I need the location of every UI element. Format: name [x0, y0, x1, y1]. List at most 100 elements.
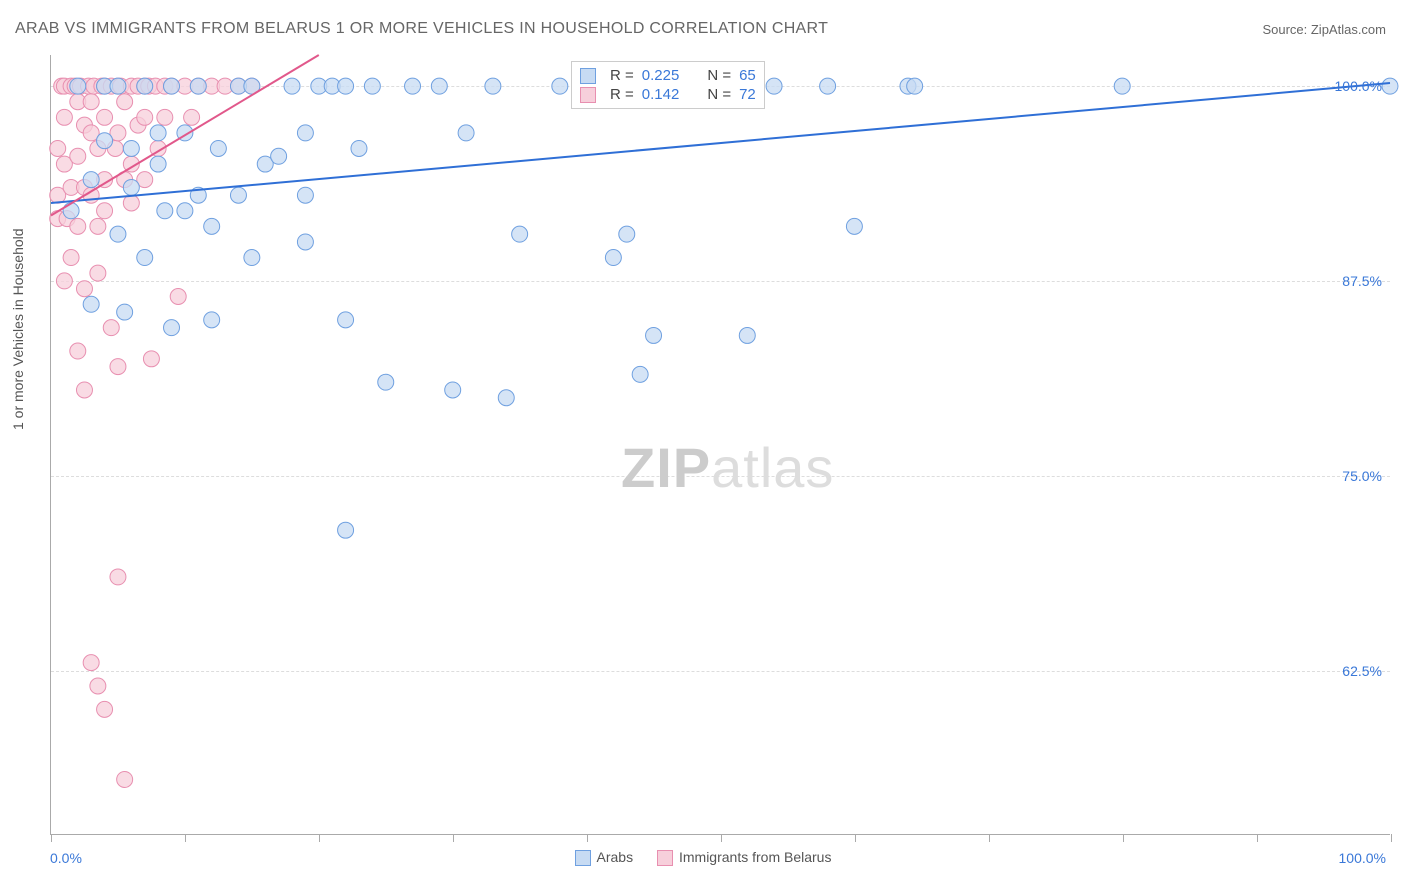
r-label: R = [610, 86, 634, 103]
data-point [431, 78, 447, 94]
data-point [204, 218, 220, 234]
data-point [405, 78, 421, 94]
chart-title: ARAB VS IMMIGRANTS FROM BELARUS 1 OR MOR… [15, 20, 828, 38]
data-point [351, 140, 367, 156]
x-tick [453, 834, 454, 842]
n-label: N = [707, 67, 731, 84]
bottom-legend: Arabs Immigrants from Belarus [0, 848, 1406, 866]
data-point [117, 94, 133, 110]
swatch-arabs [580, 68, 596, 84]
data-point [297, 234, 313, 250]
data-point [1382, 78, 1398, 94]
data-point [90, 265, 106, 281]
data-point [137, 109, 153, 125]
data-point [123, 179, 139, 195]
data-point [210, 140, 226, 156]
data-point [83, 172, 99, 188]
data-point [70, 218, 86, 234]
x-tick [855, 834, 856, 842]
data-point [1114, 78, 1130, 94]
r-value-arabs: 0.225 [642, 67, 680, 84]
x-tick [989, 834, 990, 842]
data-point [338, 312, 354, 328]
data-point [766, 78, 782, 94]
data-point [123, 195, 139, 211]
data-point [552, 78, 568, 94]
plot-area: R = 0.225 N = 65 R = 0.142 N = 72 ZIPatl… [50, 55, 1390, 835]
data-point [271, 148, 287, 164]
data-point [458, 125, 474, 141]
legend-item-arabs: Arabs [575, 849, 637, 865]
data-point [297, 125, 313, 141]
data-point [137, 250, 153, 266]
data-point [230, 187, 246, 203]
data-point [184, 109, 200, 125]
data-point [70, 78, 86, 94]
data-point [110, 78, 126, 94]
data-point [164, 78, 180, 94]
data-point [97, 203, 113, 219]
data-point [204, 312, 220, 328]
data-point [297, 187, 313, 203]
x-tick [319, 834, 320, 842]
data-point [378, 374, 394, 390]
data-point [117, 304, 133, 320]
data-point [150, 125, 166, 141]
data-point [445, 382, 461, 398]
data-point [846, 218, 862, 234]
data-point [63, 250, 79, 266]
data-point [70, 148, 86, 164]
data-point [110, 569, 126, 585]
data-point [83, 296, 99, 312]
data-point [56, 273, 72, 289]
data-point [190, 78, 206, 94]
data-point [83, 655, 99, 671]
y-tick-label: 62.5% [1342, 663, 1382, 679]
data-point [338, 78, 354, 94]
n-value-belarus: 72 [739, 86, 756, 103]
stats-row-belarus: R = 0.142 N = 72 [580, 85, 756, 104]
data-point [605, 250, 621, 266]
data-point [110, 359, 126, 375]
data-point [284, 78, 300, 94]
legend-item-belarus: Immigrants from Belarus [657, 849, 831, 865]
data-point [143, 351, 159, 367]
scatter-svg [51, 55, 1390, 834]
n-label: N = [707, 86, 731, 103]
legend-label-arabs: Arabs [597, 849, 634, 865]
r-value-belarus: 0.142 [642, 86, 680, 103]
data-point [338, 522, 354, 538]
data-point [50, 140, 66, 156]
x-tick [1123, 834, 1124, 842]
data-point [103, 320, 119, 336]
y-tick-label: 75.0% [1342, 468, 1382, 484]
swatch-belarus-bottom [657, 850, 673, 866]
data-point [164, 320, 180, 336]
data-point [56, 109, 72, 125]
data-point [76, 382, 92, 398]
legend-label-belarus: Immigrants from Belarus [679, 849, 831, 865]
data-point [739, 327, 755, 343]
data-point [512, 226, 528, 242]
y-tick-label: 100.0% [1335, 78, 1382, 94]
source-prefix: Source: [1262, 22, 1310, 37]
x-tick [587, 834, 588, 842]
data-point [97, 701, 113, 717]
x-tick [51, 834, 52, 842]
data-point [83, 94, 99, 110]
data-point [90, 678, 106, 694]
data-point [177, 203, 193, 219]
data-point [820, 78, 836, 94]
data-point [150, 156, 166, 172]
y-tick-label: 87.5% [1342, 273, 1382, 289]
source-name: ZipAtlas.com [1311, 22, 1386, 37]
r-label: R = [610, 67, 634, 84]
data-point [63, 203, 79, 219]
data-point [364, 78, 380, 94]
x-tick [1257, 834, 1258, 842]
data-point [907, 78, 923, 94]
data-point [76, 281, 92, 297]
data-point [90, 218, 106, 234]
data-point [619, 226, 635, 242]
data-point [170, 289, 186, 305]
